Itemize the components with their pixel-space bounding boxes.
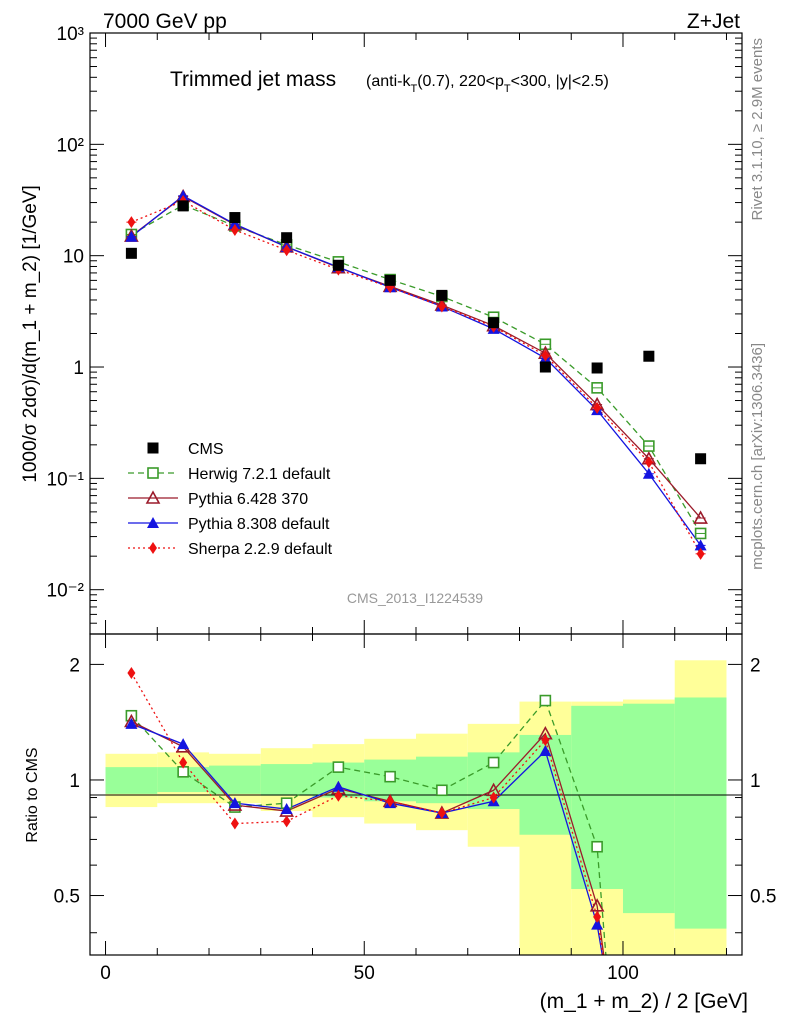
ratio-data-point — [591, 918, 604, 930]
main-panel: 10⁻² 10⁻¹ 1 10 10² 10³ Trimmed jet mass (anti… — [20, 24, 743, 635]
ratio-data-point — [332, 761, 345, 773]
legend-marker — [149, 542, 157, 554]
x-axis-label: (m_1 + m_2) / 2 [GeV] — [540, 990, 748, 1013]
ratio-y-tick-label: 0.5 — [54, 887, 80, 908]
ratio-data-point — [127, 666, 136, 679]
ratio-y-tick-label-right: 0.5 — [750, 887, 776, 908]
cms-data-point — [488, 317, 500, 329]
ratio-y-tick-label: 1 — [69, 771, 80, 792]
legend-entry: Herwig 7.2.1 default — [188, 466, 331, 483]
main-ylabel: 1000/σ 2dσ)/d(m_1 + m_2) [1/GeV] — [20, 185, 41, 483]
legend-marker — [147, 467, 159, 479]
cms-data-point — [539, 361, 551, 373]
legend-entry: Pythia 8.308 default — [188, 516, 330, 533]
ratio-data-point — [282, 815, 291, 828]
ratio-data-point — [489, 791, 498, 804]
cms-data-point — [229, 212, 241, 224]
ratio-data-point — [539, 694, 552, 707]
ratio-data-point — [230, 817, 239, 830]
mcplots-label: mcplots.cern.ch [arXiv:1306.3436] — [749, 343, 766, 570]
series-line — [131, 204, 702, 534]
ratio-data-point — [334, 789, 343, 802]
rivet-label: Rivet 3.1.10, ≥ 2.9M events — [749, 38, 766, 221]
uncertainty-band-green — [105, 767, 158, 794]
process-label: Z+Jet — [687, 10, 740, 33]
ratio-series-line — [130, 699, 607, 955]
ratio-series-clip — [124, 666, 607, 955]
main-y-ticks: 10⁻² 10⁻¹ 1 10 10² 10³ — [47, 24, 742, 635]
ratio-y-tick-label-right: 1 — [750, 771, 761, 792]
ratio-data-point — [487, 756, 500, 769]
collider-label: 7000 GeV pp — [103, 10, 227, 33]
ratio-y-ticks: 0.5 0.5 1 1 2 2 — [54, 655, 776, 934]
y-tick-label: 1 — [73, 358, 84, 379]
y-tick-label: 10² — [57, 135, 84, 156]
ratio-data-point — [384, 770, 396, 783]
legend-marker — [147, 442, 159, 454]
ratio-y-tick-label-right: 2 — [750, 655, 761, 676]
main-series-layer — [124, 188, 708, 560]
watermark: CMS_2013_I1224539 — [347, 590, 483, 606]
cms-data-point — [281, 232, 293, 244]
x-tick-label: 0 — [100, 963, 111, 984]
cms-data-point — [125, 247, 137, 259]
cms-data-point — [591, 362, 603, 374]
x-tick-label: 100 — [607, 963, 639, 984]
uncertainty-band-green — [209, 765, 261, 794]
ratio-series-layer — [124, 666, 607, 955]
cms-data-point — [177, 200, 189, 212]
ratio-data-point — [539, 744, 552, 756]
legend: CMS Herwig 7.2.1 default Pythia 6.428 370 P… — [128, 441, 333, 558]
y-tick-label: 10⁻¹ — [47, 469, 85, 490]
cms-data-point — [643, 350, 655, 362]
ratio-data-point — [593, 910, 602, 923]
ratio-data-point — [280, 803, 293, 815]
legend-entry: CMS — [188, 441, 224, 458]
x-tick-label: 50 — [354, 963, 375, 984]
ratio-panel: 0.5 0.5 1 1 2 2 0 50 100 Ratio to CMS (m_1 + m_… — [24, 33, 776, 1013]
y-tick-label: 10 — [63, 247, 84, 268]
ratio-data-point — [228, 797, 241, 809]
series-line — [130, 195, 702, 546]
ratio-y-tick-label: 2 — [69, 655, 80, 676]
ratio-data-point — [386, 795, 395, 808]
ratio-data-point — [332, 780, 345, 792]
cms-data-point — [436, 289, 448, 301]
y-tick-label: 10³ — [57, 24, 84, 45]
x-axis-ticks: 0 50 100 — [100, 33, 727, 984]
ratio-ylabel: Ratio to CMS — [24, 747, 41, 842]
uncertainty-band-green — [622, 703, 675, 914]
main-subtitle: (anti-kT(0.7), 220<pT<300, |y|<2.5) — [366, 73, 609, 95]
legend-entry: Pythia 6.428 370 — [188, 491, 308, 508]
ratio-data-point — [436, 784, 448, 797]
ratio-data-point — [179, 756, 188, 769]
y-tick-label: 10⁻² — [47, 581, 85, 602]
ratio-data-point — [177, 738, 190, 750]
legend-entry: Sherpa 2.2.9 default — [188, 541, 333, 558]
legend-marker — [147, 517, 159, 528]
cms-data-point — [332, 259, 344, 271]
ratio-data-point — [125, 717, 138, 729]
series-line — [131, 200, 702, 555]
legend-marker — [145, 490, 161, 504]
ratio-data-point — [591, 840, 603, 853]
uncertainty-band-green — [674, 697, 727, 929]
main-title: Trimmed jet mass — [170, 68, 336, 91]
cms-data-point — [695, 453, 707, 465]
ratio-data-point — [437, 807, 446, 820]
ratio-data-point — [541, 734, 550, 747]
cms-data-point — [384, 274, 396, 286]
